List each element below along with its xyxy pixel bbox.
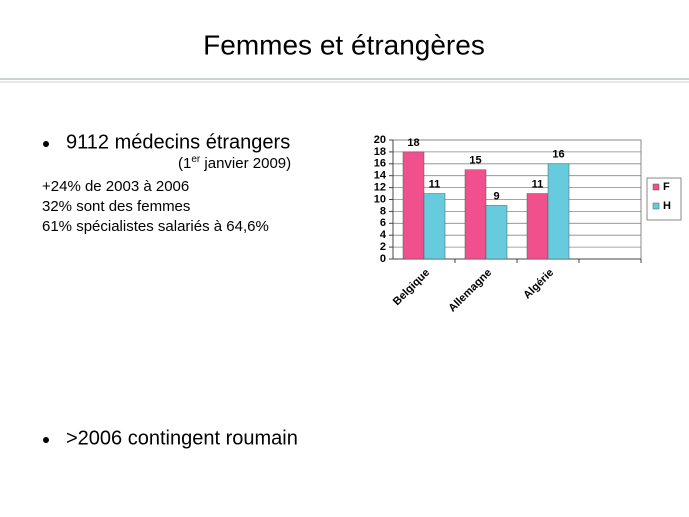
bullet <box>43 437 49 443</box>
slide-title: Femmes et étrangères <box>203 29 485 60</box>
bullet-text: >2006 contingent roumain <box>66 427 298 449</box>
detail-line: 32% sont des femmes <box>42 198 190 215</box>
y-tick-label: 2 <box>380 241 386 253</box>
detail-line: +24% de 2003 à 2006 <box>42 178 189 195</box>
bullet <box>43 141 49 147</box>
value-label: 11 <box>532 178 544 190</box>
date-prefix: (1 <box>178 155 191 172</box>
date-note: (1er janvier 2009) <box>178 154 291 172</box>
bullet-text: 9112 médecins étrangers <box>66 131 290 153</box>
y-tick-label: 14 <box>374 170 387 182</box>
bar <box>485 205 508 260</box>
y-tick-label: 6 <box>380 217 386 229</box>
bar <box>547 163 570 260</box>
value-label: 16 <box>552 149 564 161</box>
legend-label: F <box>663 181 670 193</box>
y-tick-label: 4 <box>380 229 387 241</box>
y-tick-label: 20 <box>374 134 386 146</box>
chart: 02468101214161820Belgique1811Allemagne15… <box>374 134 682 315</box>
y-tick-label: 12 <box>374 182 386 194</box>
legend-swatch <box>652 183 660 191</box>
legend-box <box>646 177 682 221</box>
date-sup: er <box>191 154 201 165</box>
bar <box>526 193 549 260</box>
bar <box>464 169 487 260</box>
legend-swatch <box>652 202 660 210</box>
bar <box>402 151 425 260</box>
y-tick-label: 8 <box>380 205 386 217</box>
y-tick-label: 10 <box>374 193 386 205</box>
y-tick-label: 18 <box>374 146 386 158</box>
bar <box>423 193 446 260</box>
value-label: 11 <box>429 178 441 190</box>
legend-label: H <box>663 200 671 212</box>
value-label: 15 <box>469 155 481 167</box>
value-label: 18 <box>407 137 419 149</box>
y-tick-label: 16 <box>374 158 386 170</box>
detail-line: 61% spécialistes salariés à 64,6% <box>42 218 269 235</box>
y-tick-label: 0 <box>380 253 386 265</box>
date-suffix: janvier 2009) <box>200 155 291 172</box>
value-label: 9 <box>493 190 499 202</box>
